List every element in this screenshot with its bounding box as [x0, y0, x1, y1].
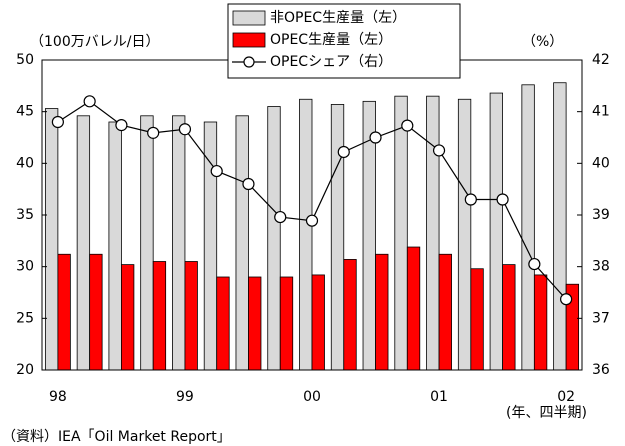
- legend-box: [227, 3, 461, 79]
- line-point: [464, 193, 477, 206]
- y2-tick-label: 40: [592, 155, 610, 171]
- line-point: [147, 126, 160, 139]
- y2-tick-label: 39: [592, 207, 610, 223]
- bar: [203, 121, 218, 371]
- x-tick-label: 01: [430, 389, 448, 405]
- bar: [438, 253, 452, 371]
- x-tick-label: 99: [176, 389, 194, 405]
- y-tick-label: 20: [16, 362, 34, 378]
- line-point: [83, 95, 96, 108]
- bar: [343, 259, 357, 371]
- bar: [248, 276, 262, 371]
- bar: [311, 274, 325, 371]
- y-axis-label: （100万バレル/日）: [30, 34, 159, 50]
- bar: [57, 253, 71, 371]
- bar: [152, 261, 167, 371]
- bar: [489, 92, 503, 371]
- y2-axis-label: （%）: [522, 34, 563, 50]
- y2-tick-label: 37: [592, 310, 610, 326]
- y-tick-label: 50: [16, 52, 34, 68]
- legend-swatch: [232, 32, 266, 48]
- y2-tick-label: 36: [592, 362, 610, 378]
- bar: [108, 121, 122, 371]
- source: （資料）IEA「Oil Market Report」: [2, 429, 231, 445]
- y2-tick-label: 41: [592, 104, 610, 120]
- bar: [521, 84, 535, 371]
- y-tick-label: 25: [16, 310, 34, 326]
- legend-swatch: [232, 10, 266, 26]
- y-tick-label: 40: [16, 155, 34, 171]
- bar: [553, 82, 567, 371]
- legend-label: OPEC生産量（左）: [270, 32, 392, 48]
- bar: [330, 104, 345, 371]
- line-point: [496, 193, 509, 206]
- bar: [172, 115, 186, 371]
- legend-label: OPECシェア（右）: [270, 54, 392, 70]
- bar: [89, 253, 103, 371]
- line-point: [210, 164, 223, 178]
- bar: [457, 98, 472, 371]
- bar: [375, 253, 389, 371]
- line-point: [178, 123, 192, 136]
- bar: [533, 274, 548, 371]
- line-point: [274, 210, 287, 224]
- line-point: [115, 118, 128, 132]
- line-point: [51, 115, 64, 129]
- bar: [394, 95, 408, 371]
- bar: [267, 106, 281, 371]
- y2-tick-label: 38: [592, 259, 610, 275]
- x-tick-label: 02: [557, 389, 575, 405]
- y-tick-label: 30: [16, 259, 34, 275]
- line-point: [337, 145, 350, 159]
- legend-marker: [243, 56, 255, 68]
- line-point: [528, 257, 541, 271]
- y2-tick-label: 42: [592, 52, 610, 68]
- bar: [470, 268, 484, 371]
- bar: [235, 115, 249, 371]
- line-point: [369, 131, 382, 144]
- bar: [406, 246, 421, 371]
- bar: [426, 95, 440, 371]
- legend-label: 非OPEC生産量（左）: [270, 10, 406, 26]
- bar: [502, 264, 516, 371]
- bar: [140, 115, 154, 371]
- line-point: [242, 177, 255, 191]
- bar: [299, 98, 313, 371]
- bar: [76, 115, 91, 371]
- bar: [216, 276, 230, 371]
- bar: [121, 264, 135, 371]
- y-tick-label: 45: [16, 104, 34, 120]
- line-point: [432, 144, 446, 157]
- x-tick-label: 98: [49, 389, 67, 405]
- y-tick-label: 35: [16, 207, 34, 223]
- bar: [44, 108, 59, 371]
- line-point: [560, 293, 573, 306]
- x-axis-label: (年、四半期): [506, 405, 587, 421]
- line-point: [305, 214, 319, 227]
- line-point: [401, 119, 414, 132]
- bar: [279, 276, 294, 371]
- bar: [184, 261, 198, 371]
- x-tick-label: 00: [303, 389, 321, 405]
